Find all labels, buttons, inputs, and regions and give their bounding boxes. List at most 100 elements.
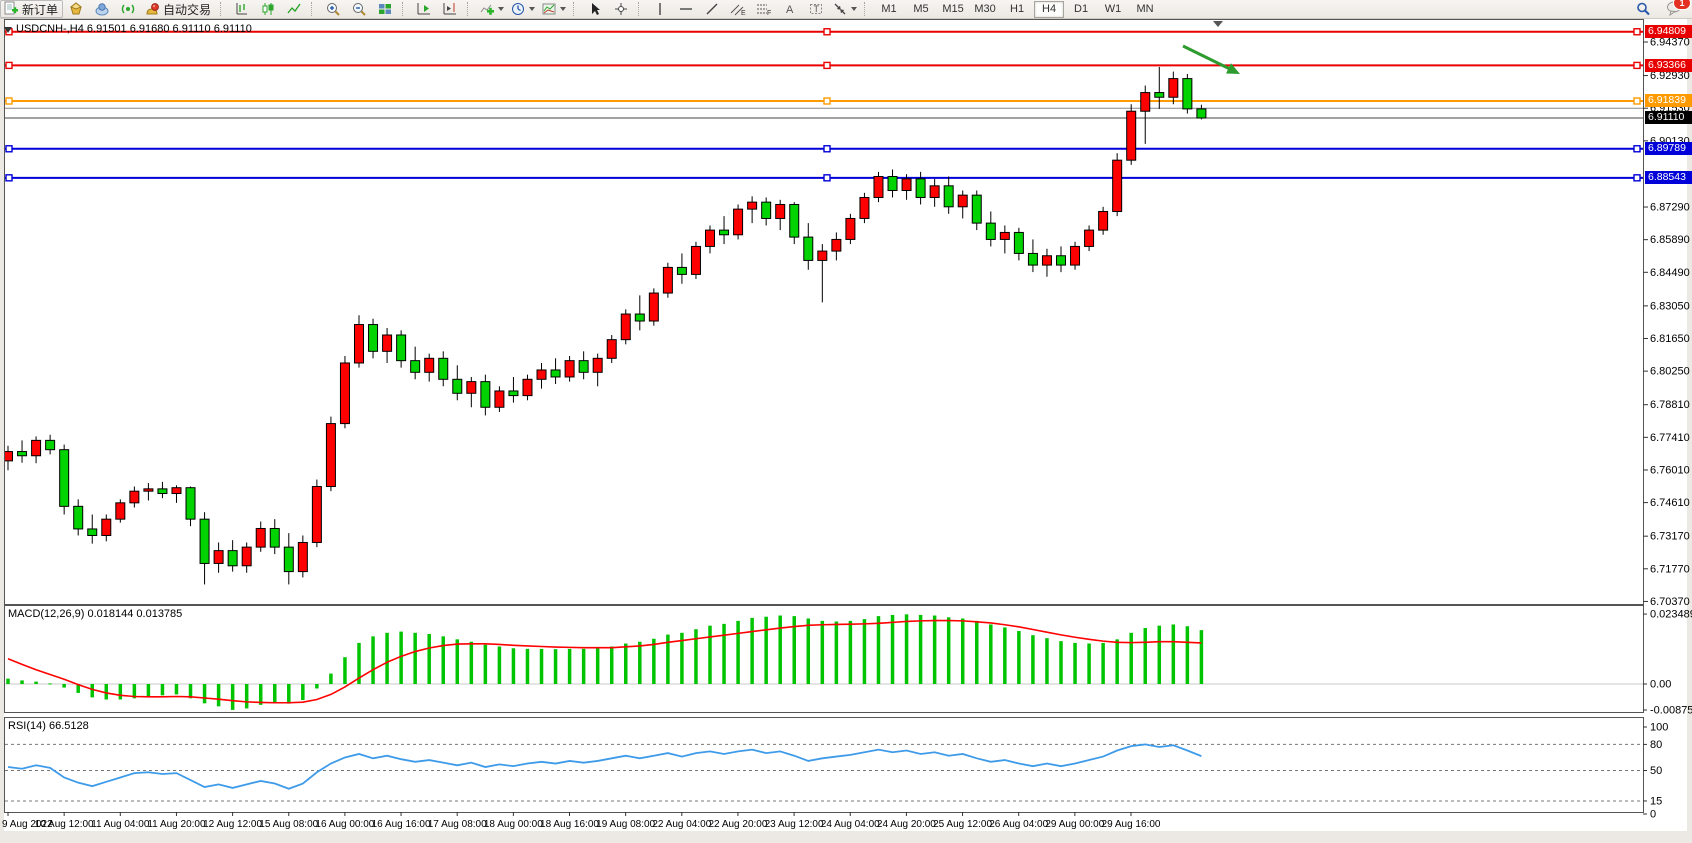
candle-body[interactable]	[368, 324, 379, 352]
candle-body[interactable]	[438, 357, 449, 380]
candle-body[interactable]	[508, 390, 519, 397]
hline-handle[interactable]	[1633, 61, 1641, 70]
arrow-annotation[interactable]	[1182, 44, 1240, 74]
candle-body[interactable]	[620, 313, 631, 341]
bar-chart-button[interactable]	[229, 0, 255, 18]
candle-body[interactable]	[354, 324, 364, 364]
candle-body[interactable]	[424, 357, 435, 373]
timeframe-button-M1[interactable]: M1	[881, 3, 897, 15]
candle-body[interactable]	[705, 229, 715, 247]
hline-handle[interactable]	[1633, 97, 1641, 105]
candle-body[interactable]	[719, 229, 730, 236]
candle-body[interactable]	[943, 185, 954, 208]
templates-button[interactable]	[538, 0, 569, 18]
candle-body[interactable]	[255, 527, 266, 548]
candle-body[interactable]	[901, 178, 912, 191]
timeframe-button-MN[interactable]: MN	[1136, 3, 1154, 15]
candle-body[interactable]	[1126, 110, 1137, 161]
candle-body[interactable]	[634, 313, 645, 322]
candle-body[interactable]	[1182, 78, 1193, 110]
fibonacci-button[interactable]: F	[751, 0, 777, 18]
arrows-button[interactable]	[829, 0, 860, 18]
candle-body[interactable]	[999, 231, 1010, 240]
candle-body[interactable]	[775, 203, 786, 219]
candle-body[interactable]	[578, 360, 589, 373]
candle-body[interactable]	[213, 550, 224, 564]
candle-body[interactable]	[382, 334, 393, 352]
candle-body[interactable]	[410, 360, 421, 373]
hline-handle[interactable]	[5, 61, 13, 70]
candle-body[interactable]	[985, 222, 996, 240]
hline-handle[interactable]	[5, 97, 13, 105]
trendline-button[interactable]	[699, 0, 725, 18]
equidistant-channel-button[interactable]: E	[725, 0, 751, 18]
chat-button[interactable]: 1	[1666, 0, 1691, 19]
timeframe-button-M5[interactable]: M5	[913, 3, 929, 15]
candle-body[interactable]	[915, 178, 926, 198]
new-order-button[interactable]: 新订单	[0, 0, 64, 18]
candle-body[interactable]	[1084, 229, 1095, 247]
hline-handle[interactable]	[5, 145, 13, 153]
text-label-button[interactable]: T	[803, 0, 829, 18]
chart-window[interactable]: 6.943706.929306.915306.901306.872906.858…	[0, 19, 1692, 843]
candle-body[interactable]	[1154, 92, 1165, 98]
candle-body[interactable]	[325, 423, 336, 488]
zoom-out-button[interactable]	[346, 0, 372, 18]
candle-body[interactable]	[311, 486, 322, 543]
candle-body[interactable]	[452, 378, 463, 394]
timeframe-button-H1[interactable]: H1	[1010, 3, 1025, 15]
chart-shift-marker[interactable]	[1213, 21, 1223, 27]
candle-body[interactable]	[171, 487, 182, 495]
cursor-button[interactable]	[582, 0, 608, 18]
candle-body[interactable]	[157, 488, 168, 495]
candle-body[interactable]	[761, 201, 772, 219]
candle-body[interactable]	[494, 390, 505, 408]
candle-body[interactable]	[592, 357, 603, 373]
hline-handle[interactable]	[823, 97, 831, 105]
candle-body[interactable]	[1168, 78, 1179, 98]
candle-body[interactable]	[564, 360, 575, 378]
candle-body[interactable]	[283, 546, 294, 573]
candle-body[interactable]	[129, 490, 140, 504]
candle-body[interactable]	[522, 378, 533, 397]
candle-body[interactable]	[859, 196, 870, 219]
candle-body[interactable]	[269, 527, 280, 548]
candle-body[interactable]	[31, 439, 42, 457]
text-button[interactable]: A	[777, 0, 803, 18]
hline-handle[interactable]	[5, 174, 13, 182]
hline-handle[interactable]	[823, 174, 831, 182]
autotrading-button[interactable]: 自动交易	[141, 0, 216, 18]
candle-body[interactable]	[957, 194, 968, 208]
candle-body[interactable]	[1098, 210, 1109, 231]
candle-body[interactable]	[550, 369, 561, 378]
candle-body[interactable]	[185, 487, 196, 520]
candle-body[interactable]	[817, 250, 828, 261]
candle-body[interactable]	[887, 175, 898, 191]
zoom-in-button[interactable]	[320, 0, 346, 18]
timeframe-button-M30[interactable]: M30	[974, 3, 996, 15]
candle-body[interactable]	[17, 451, 28, 457]
candle-body[interactable]	[199, 518, 210, 564]
seal-button[interactable]	[63, 0, 89, 18]
hline-handle[interactable]	[823, 145, 831, 153]
search-button[interactable]	[1630, 0, 1656, 18]
tile-windows-button[interactable]	[372, 0, 398, 18]
candle-body[interactable]	[929, 185, 940, 198]
candle-body[interactable]	[1013, 231, 1024, 254]
hline-handle[interactable]	[823, 61, 831, 70]
candle-body[interactable]	[396, 334, 407, 362]
candle-body[interactable]	[241, 546, 252, 567]
candle-body[interactable]	[1140, 92, 1151, 112]
candle-body[interactable]	[45, 439, 56, 451]
auto-scroll-button[interactable]	[411, 0, 437, 18]
candle-body[interactable]	[1056, 255, 1066, 266]
candle-body[interactable]	[789, 203, 800, 238]
candle-body[interactable]	[747, 201, 758, 210]
line-chart-button[interactable]	[281, 0, 307, 18]
candle-body[interactable]	[676, 266, 687, 275]
crosshair-button[interactable]	[608, 0, 634, 18]
candle-body[interactable]	[873, 175, 884, 198]
candle-body[interactable]	[339, 362, 350, 425]
candle-body[interactable]	[73, 505, 84, 530]
timeframe-button-M15[interactable]: M15	[942, 3, 964, 15]
